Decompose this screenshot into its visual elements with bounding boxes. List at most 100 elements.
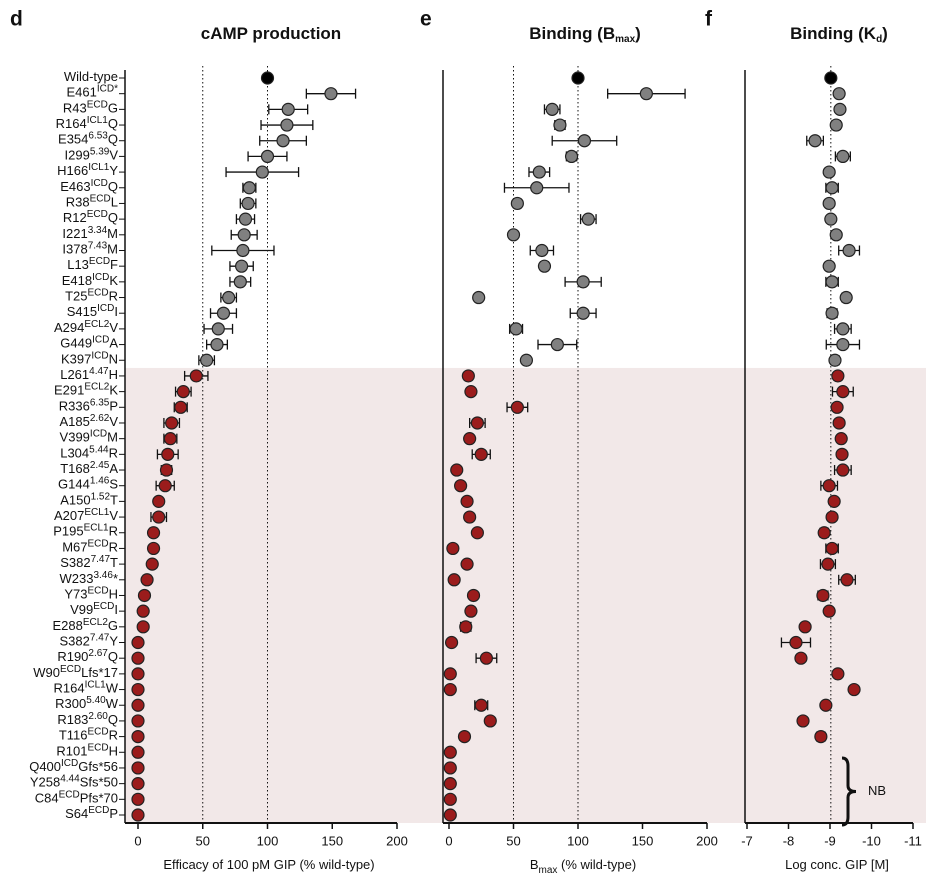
data-point	[789, 635, 803, 650]
x-axis-label-part: max	[539, 865, 558, 876]
category-label-part: R183	[57, 712, 88, 727]
data-point	[821, 557, 835, 571]
category-label-part: E418	[62, 273, 92, 288]
category-label-part: T116	[59, 728, 88, 743]
category-label: E288ECL2G	[52, 616, 118, 633]
category-label-part: Y73	[64, 587, 87, 602]
data-point	[824, 71, 838, 85]
data-point	[822, 604, 836, 618]
data-point	[550, 337, 564, 352]
category-label-part: *	[113, 571, 118, 586]
data-point	[576, 275, 590, 289]
category-label-part: ICD	[61, 758, 78, 769]
panel-letter: d	[10, 8, 23, 31]
category-label-part: ICD*	[97, 83, 118, 94]
category-label: E3546.53Q	[58, 130, 118, 147]
category-label-part: A150	[60, 493, 90, 508]
category-label: R38ECDL	[66, 193, 118, 210]
data-point	[814, 729, 828, 744]
data-point	[825, 510, 839, 524]
data-point	[576, 306, 590, 320]
data-point	[836, 322, 850, 336]
category-label-part: V99	[70, 603, 93, 618]
category-label-part: 6.53	[88, 130, 108, 141]
data-point	[152, 494, 166, 508]
category-label-part: ECL1	[84, 507, 109, 518]
data-point	[836, 385, 850, 399]
data-point	[822, 479, 836, 493]
data-point	[483, 714, 497, 728]
data-point	[447, 573, 461, 587]
x-tick-label: 150	[321, 833, 343, 848]
data-point	[829, 118, 843, 132]
category-label-part: ECD	[87, 209, 108, 220]
data-point	[472, 290, 486, 305]
category-label: W90ECDLfs*17	[33, 664, 118, 681]
category-label: R1832.60Q	[57, 711, 118, 728]
category-label-part: ECD	[90, 193, 111, 204]
data-point	[443, 667, 457, 681]
data-point	[463, 432, 477, 446]
category-label-part: M67	[62, 540, 87, 555]
data-point	[131, 714, 145, 728]
data-point	[822, 196, 836, 211]
data-point	[152, 510, 166, 524]
data-point	[796, 714, 810, 728]
category-label-part: E463	[60, 179, 90, 194]
category-label-part: 3.34	[88, 224, 108, 235]
data-point	[581, 212, 595, 226]
category-label-part: 7.43	[88, 240, 108, 251]
x-axis-label-part: B	[530, 857, 539, 872]
data-point	[831, 369, 845, 383]
category-label-part: 2.67	[88, 648, 108, 659]
panel-letter: e	[420, 8, 432, 31]
category-label-part: 4.44	[60, 773, 80, 784]
category-label: A1852.62V	[59, 413, 118, 430]
x-tick-label: 0	[134, 833, 141, 848]
data-point	[808, 134, 822, 148]
category-label-part: K397	[61, 352, 91, 367]
data-point	[510, 400, 524, 414]
category-label-part: Q400	[29, 759, 61, 774]
data-point	[553, 118, 567, 132]
category-label-part: H	[109, 367, 118, 382]
category-label: R3005.40W	[55, 695, 119, 712]
category-label-part: G	[108, 101, 118, 116]
data-point	[235, 259, 249, 273]
data-point	[639, 87, 653, 101]
category-label: Q400ICDGfs*56	[29, 758, 118, 775]
data-point	[470, 416, 484, 430]
data-point	[519, 353, 534, 367]
category-label-part: Q	[108, 132, 118, 147]
category-label: R164ICL1Q	[56, 115, 118, 132]
data-point	[532, 165, 546, 179]
data-point	[159, 463, 174, 477]
category-label-part: ECD	[88, 805, 109, 816]
category-label-part: 5.40	[86, 695, 106, 706]
data-point	[510, 196, 524, 211]
x-axis-label-part: Efficacy of 100 pM GIP (% wild-type)	[163, 857, 374, 872]
category-label: R12ECDQ	[63, 209, 118, 226]
category-label-part: Y258	[30, 775, 60, 790]
data-point	[444, 635, 459, 650]
category-label-part: Wild-type	[64, 69, 118, 84]
data-point	[222, 290, 236, 305]
data-point	[479, 651, 494, 665]
category-label-part: ICD	[91, 177, 108, 188]
category-label: T1682.45A	[60, 460, 118, 477]
category-label-part: L	[111, 195, 118, 210]
category-label-part: Y	[109, 634, 118, 649]
brace	[841, 756, 857, 827]
data-point	[842, 243, 856, 258]
category-label: I2995.39V	[65, 146, 119, 163]
category-label: W2333.46*	[60, 569, 119, 586]
x-axis-label: Log conc. GIP [M]	[785, 857, 889, 872]
category-label-part: R164	[54, 681, 85, 696]
data-point	[241, 196, 255, 211]
x-axis-label: Efficacy of 100 pM GIP (% wild-type)	[163, 857, 374, 872]
category-label-part: T	[110, 556, 118, 571]
category-label-part: ECD	[87, 99, 108, 110]
x-axis-label-part: (% wild-type)	[557, 857, 636, 872]
panel-title-part: cAMP production	[201, 24, 341, 43]
